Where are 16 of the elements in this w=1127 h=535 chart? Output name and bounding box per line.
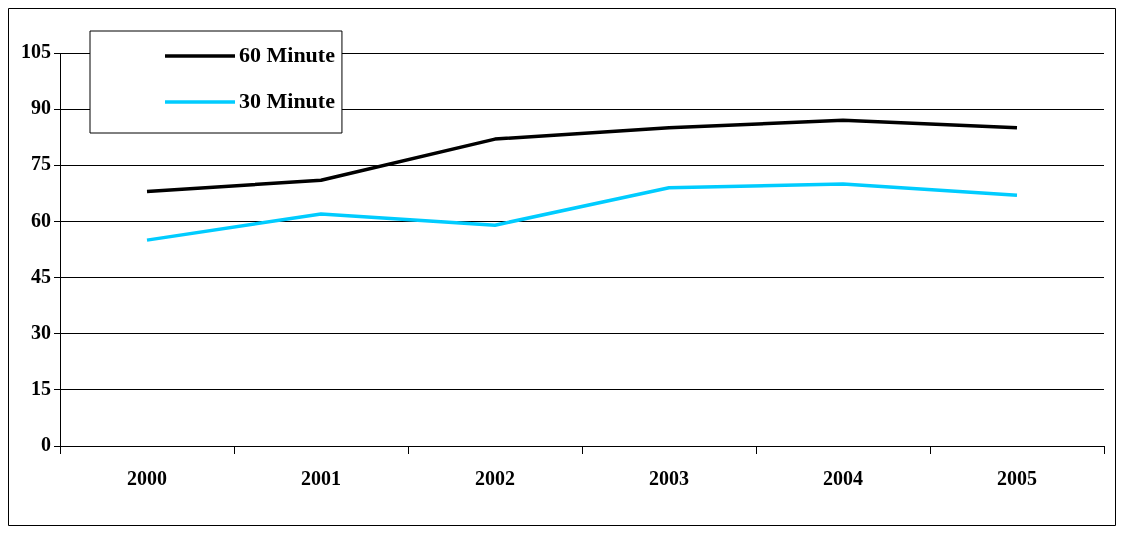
y-tick-label: 45 <box>31 264 51 287</box>
y-tick-label: 90 <box>31 96 51 119</box>
x-tick-label: 2001 <box>301 467 341 490</box>
x-tick-label: 2004 <box>823 467 863 490</box>
x-tick-label: 2005 <box>997 467 1037 490</box>
x-tick-label: 2000 <box>127 467 167 490</box>
y-tick-label: 105 <box>21 40 51 63</box>
x-tick-label: 2003 <box>649 467 689 490</box>
y-tick-label: 75 <box>31 152 51 175</box>
legend-label: 60 Minute <box>239 41 336 67</box>
y-tick-label: 60 <box>31 208 51 231</box>
y-tick-label: 0 <box>41 433 51 456</box>
y-tick-label: 15 <box>31 377 51 400</box>
x-tick-label: 2002 <box>475 467 515 490</box>
legend-label: 30 Minute <box>239 87 336 113</box>
y-tick-label: 30 <box>31 320 51 343</box>
